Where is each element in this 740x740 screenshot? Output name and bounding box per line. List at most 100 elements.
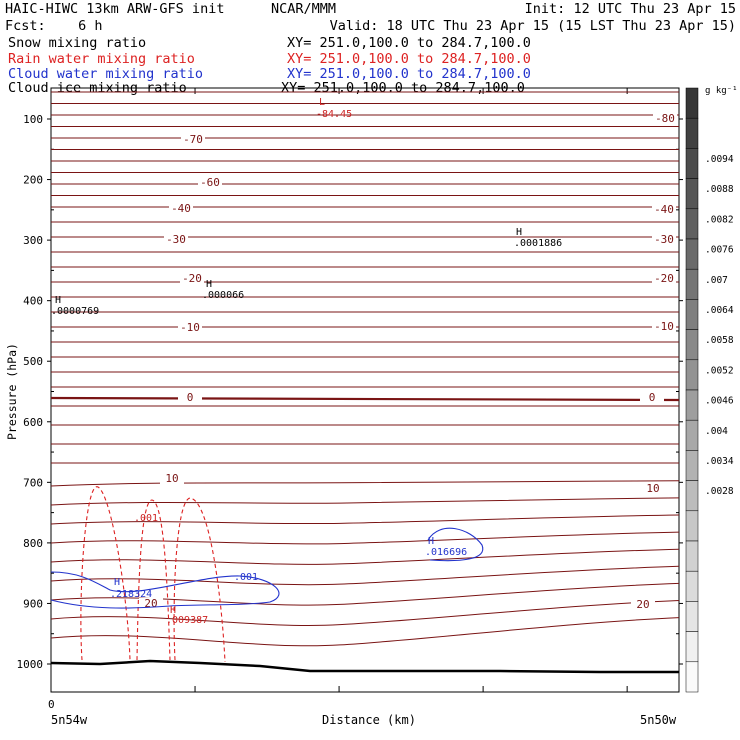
colorbar-swatch	[685, 389, 699, 421]
field-xy-cloudwater: XY= 251.0,100.0 to 284.7,100.0	[287, 66, 531, 82]
high-marker: H	[428, 536, 434, 547]
forecast-hour: Fcst: 6 h	[5, 18, 103, 34]
contour-label: -20	[182, 272, 202, 285]
cloud-water-contour	[50, 571, 280, 609]
high-value: .0001886	[514, 238, 562, 249]
field-xy-snow: XY= 251.0,100.0 to 284.7,100.0	[287, 35, 531, 51]
colorbar-swatch	[685, 299, 699, 330]
colorbar-swatch	[685, 480, 699, 512]
y-tick-label: 300	[23, 234, 43, 247]
contour-label: -40	[654, 203, 674, 216]
y-tick-label: 400	[23, 295, 43, 308]
colorbar-swatch	[685, 540, 699, 572]
contour-label: 10	[165, 472, 178, 485]
contour-label: 20	[636, 598, 649, 611]
plot-title: HAIC-HIWC 13km ARW-GFS init	[5, 1, 225, 17]
field-xy-rain: XY= 251.0,100.0 to 284.7,100.0	[287, 51, 531, 67]
y-tick-label: 100	[23, 113, 43, 126]
y-tick-label: 1000	[17, 658, 44, 671]
colorbar-swatch	[685, 359, 699, 391]
contour-label-bg	[652, 321, 676, 332]
contour-label-bg	[180, 273, 204, 284]
y-tick-label: 200	[23, 174, 43, 187]
contour-label-bg	[652, 204, 676, 215]
y-tick-label: 900	[23, 597, 43, 610]
high-value: .218324	[110, 589, 152, 600]
colorbar-label: .0094	[705, 154, 734, 165]
contour-label: -40	[171, 202, 191, 215]
colorbar-swatch	[685, 238, 699, 270]
x-start-label: 0	[48, 698, 55, 711]
colorbar-label: .0064	[705, 305, 734, 316]
x-right-location: 5n50w	[640, 713, 677, 727]
colorbar-swatch	[685, 87, 699, 119]
contour-label-bg	[198, 177, 222, 188]
high-marker: H	[170, 605, 176, 616]
y-tick-label: 700	[23, 476, 43, 489]
field-name-snow: Snow mixing ratio	[8, 35, 147, 51]
contour-label-bg	[139, 598, 163, 609]
temperature-contour	[50, 531, 680, 545]
colorbar-swatch	[685, 148, 699, 179]
y-axis-label: Pressure (hPa)	[5, 343, 19, 440]
contour-label-bg	[160, 473, 184, 484]
y-tick-label: 800	[23, 537, 43, 550]
rain-contour-label: .001	[134, 513, 158, 524]
high-marker: H	[206, 279, 212, 290]
temperature-contour	[50, 548, 680, 565]
plot-frame	[50, 87, 680, 693]
organization-label: NCAR/MMM	[271, 1, 337, 17]
colorbar-swatch	[685, 117, 699, 149]
contour-label: -70	[183, 133, 203, 146]
contour-label-bg	[169, 203, 193, 214]
high-value: .009387	[166, 615, 208, 626]
contour-label: 0	[649, 391, 656, 404]
x-axis-label: Distance (km)	[322, 713, 416, 727]
low-value: -84.45	[316, 109, 352, 120]
contour-label: -30	[166, 233, 186, 246]
contour-label: -10	[180, 321, 200, 334]
contour-label-bg	[178, 392, 202, 403]
colorbar-swatch	[685, 208, 699, 240]
contour-label-bg	[178, 322, 202, 333]
temperature-contour	[50, 514, 680, 525]
colorbar-label: .004	[705, 426, 728, 437]
colorbar-swatch	[685, 510, 699, 542]
contour-label-bg	[652, 273, 676, 284]
rain-contour	[80, 486, 131, 661]
contour-label-bg	[640, 392, 664, 403]
valid-time: Valid: 18 UTC Thu 23 Apr 15 (15 LST Thu …	[329, 18, 736, 34]
terrain-line	[50, 659, 679, 674]
y-tick-label: 600	[23, 416, 43, 429]
colorbar: .0094 .0088 .0082 .0076 .007 .0064 .0058 .0052.…	[685, 87, 734, 693]
cloud-water-contour	[427, 527, 484, 562]
temperature-contour	[50, 497, 680, 506]
contour-label: -30	[654, 233, 674, 246]
contour-label-bg	[641, 483, 665, 494]
colorbar-label: .0088	[705, 184, 734, 195]
zero-isotherm	[50, 396, 680, 402]
temperature-contour	[50, 480, 680, 487]
colorbar-swatch	[685, 631, 699, 663]
contour-label: 0	[187, 391, 194, 404]
contour-label-bg	[181, 134, 205, 145]
colorbar-label: .0034	[705, 456, 734, 467]
colorbar-label: .0076	[705, 245, 734, 256]
colorbar-label: .0046	[705, 396, 734, 407]
colorbar-swatch	[685, 268, 699, 300]
temperature-contour	[50, 600, 680, 626]
temperature-contour	[50, 617, 680, 647]
rain-contour	[173, 497, 226, 663]
field-name-cloudwater: Cloud water mixing ratio	[8, 66, 204, 82]
colorbar-label: .0052	[705, 365, 734, 376]
colorbar-label: .0082	[705, 214, 734, 225]
hydrometeor-contours	[50, 486, 484, 663]
high-value: .0000769	[51, 306, 99, 317]
contour-label: 10	[646, 482, 659, 495]
colorbar-swatch	[685, 450, 699, 481]
contour-label-bg	[653, 113, 677, 124]
high-marker: H	[114, 577, 120, 588]
contour-label: -80	[655, 112, 675, 125]
